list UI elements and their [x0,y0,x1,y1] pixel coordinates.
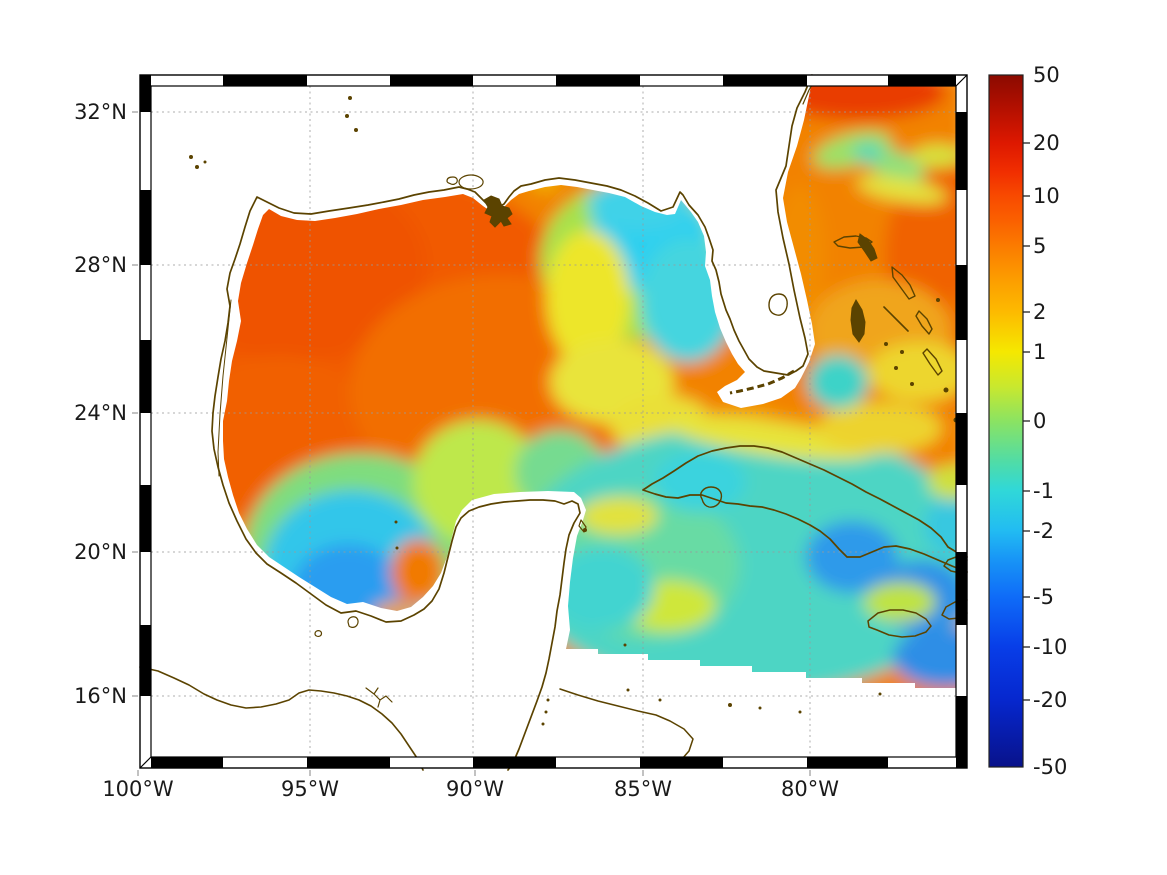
island-dot [758,706,762,710]
honduras-coastline [559,688,694,767]
island-dot [394,520,398,524]
island-dot [395,546,399,550]
island-dot [195,165,199,169]
island-dot [348,96,352,100]
y-tick-label-20n: 20°N [74,540,127,564]
island-dot [345,114,349,118]
island-dot [354,128,358,132]
cat-island-coastline [915,310,933,335]
campeche-river-squiggle [365,687,393,708]
cb-tick-label-50: 50 [1033,63,1060,87]
colorbar-strip [988,74,1024,768]
exuma-chain-line [883,306,909,332]
cb-tick-label-2: 2 [1033,300,1047,324]
graticule-gridlines [151,86,956,757]
us-mexico-mainland-coastline [211,74,813,771]
florida-keys-chain [729,369,795,395]
cb-tick-label-m20: -20 [1033,688,1068,712]
cb-tick-label-20: 20 [1033,131,1060,155]
isla-juventud-coastline [700,486,723,508]
cb-tick-label-1: 1 [1033,340,1047,364]
island-dot [203,160,207,164]
small-island-g-outline [314,616,359,637]
x-tick-label-95w: 95°W [281,777,339,801]
cuba-coastline [642,445,968,573]
texas-lagoon-line [217,299,232,477]
island-dot [798,710,802,714]
island-dot [728,703,732,707]
lake-pontchartrain-outline [446,174,484,190]
island-dot [658,698,662,702]
island-dot [546,698,550,702]
island-dot [544,710,548,714]
coastlines [139,74,968,771]
island-dot [936,298,940,302]
cb-tick-label-m10: -10 [1033,635,1068,659]
cb-tick-label-m5: -5 [1033,585,1054,609]
island-dot [878,692,882,696]
abaco-island [857,233,878,262]
cb-tick-label-m1: -1 [1033,479,1054,503]
island-dot [583,528,587,532]
y-tick-label-16n: 16°N [74,684,127,708]
y-tick-label-24n: 24°N [74,401,127,425]
y-tick-label-28n: 28°N [74,253,127,277]
island-dot [541,722,545,726]
x-tick-label-100w: 100°W [102,777,174,801]
eleuthera-coastline [891,266,916,300]
cb-tick-label-m2: -2 [1033,519,1054,543]
island-dot [884,342,888,346]
data-field [223,75,967,688]
jamaica-coastline [867,609,932,638]
cb-tick-label-10: 10 [1033,184,1060,208]
island-dot [900,350,904,354]
colorbar [988,74,1030,768]
map-frame [132,74,968,776]
island-dot [894,366,898,370]
andros-island [850,298,866,343]
x-tick-label-85w: 85°W [614,777,672,801]
cb-tick-label-5: 5 [1033,234,1047,258]
y-tick-label-32n: 32°N [74,100,127,124]
island-dot [943,387,949,393]
cozumel-coastline [578,519,587,533]
lake-okeechobee-outline [768,293,788,316]
island-dot [626,688,630,692]
pacific-mexico-coastline [139,666,424,771]
island-dot [910,382,914,386]
mississippi-delta [483,195,513,228]
cb-tick-label-m50: -50 [1033,755,1068,779]
x-tick-label-90w: 90°W [446,777,504,801]
x-tick-label-80w: 80°W [781,777,839,801]
grand-bahama-coastline [833,235,873,249]
island-dot [623,643,627,647]
long-island-coastline [922,348,943,376]
island-dot [189,155,193,159]
cb-tick-label-0: 0 [1033,409,1047,433]
